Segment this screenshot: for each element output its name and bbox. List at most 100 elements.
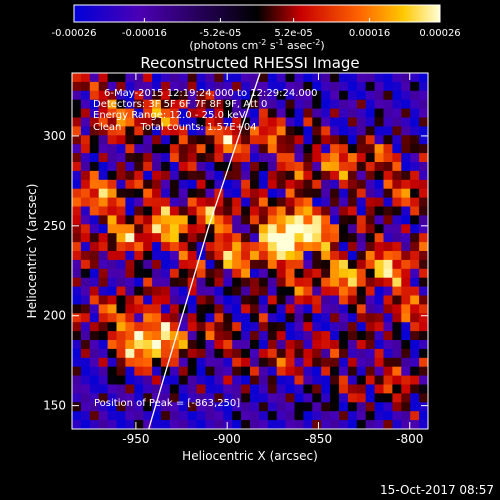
heatmap-cell bbox=[401, 295, 411, 305]
heatmap-cell bbox=[152, 402, 162, 412]
heatmap-cell bbox=[250, 411, 260, 421]
heatmap-cell bbox=[107, 188, 118, 199]
heatmap-cell bbox=[98, 304, 109, 314]
heatmap-cell bbox=[365, 348, 376, 359]
heatmap-cell bbox=[89, 251, 100, 261]
heatmap-cell bbox=[347, 73, 358, 83]
heatmap-cell bbox=[241, 242, 251, 252]
heatmap-cell bbox=[321, 348, 331, 359]
heatmap-cell bbox=[232, 259, 242, 270]
heatmap-cell bbox=[169, 402, 180, 412]
heatmap-cell bbox=[214, 304, 224, 314]
heatmap-cell bbox=[125, 277, 135, 288]
heatmap-cell bbox=[241, 375, 251, 386]
heatmap-cell bbox=[330, 366, 340, 377]
heatmap-cell bbox=[214, 117, 224, 127]
heatmap-cell bbox=[89, 170, 100, 181]
heatmap-cell bbox=[365, 162, 376, 172]
heatmap-cell bbox=[276, 304, 287, 314]
heatmap-cell bbox=[258, 268, 269, 279]
heatmap-cell bbox=[80, 331, 91, 341]
heatmap-cell bbox=[116, 197, 126, 208]
heatmap-cell bbox=[383, 313, 393, 323]
heatmap-cell bbox=[276, 73, 287, 83]
heatmap-cell bbox=[294, 135, 304, 145]
heatmap-cell bbox=[196, 313, 207, 323]
heatmap-cell bbox=[178, 384, 189, 394]
heatmap-cell bbox=[339, 179, 349, 190]
heatmap-cell bbox=[161, 411, 171, 421]
heatmap-cell bbox=[383, 153, 393, 163]
heatmap-cell bbox=[276, 197, 287, 208]
heatmap-cell bbox=[169, 99, 180, 110]
heatmap-cell bbox=[374, 108, 385, 119]
heatmap-cell bbox=[98, 420, 109, 429]
heatmap-cell bbox=[134, 126, 144, 136]
heatmap-cell bbox=[89, 188, 100, 199]
heatmap-cell bbox=[98, 348, 109, 359]
heatmap-cell bbox=[214, 197, 224, 208]
heatmap-cell bbox=[321, 340, 331, 350]
heatmap-cell bbox=[303, 268, 313, 279]
heatmap-cell bbox=[232, 99, 242, 110]
heatmap-cell bbox=[152, 348, 162, 359]
heatmap-cell bbox=[187, 313, 198, 323]
heatmap-cell bbox=[205, 162, 215, 172]
heatmap-cell bbox=[419, 117, 428, 127]
heatmap-cell bbox=[116, 242, 126, 252]
heatmap-cell bbox=[339, 277, 349, 288]
heatmap-cell bbox=[196, 224, 207, 234]
heatmap-cell bbox=[187, 81, 198, 92]
heatmap-cell bbox=[267, 375, 278, 386]
heatmap-cell bbox=[116, 304, 126, 314]
heatmap-cell bbox=[303, 144, 313, 154]
heatmap-cell bbox=[321, 402, 331, 412]
heatmap-cell bbox=[89, 108, 100, 119]
heatmap-cell bbox=[410, 277, 420, 288]
heatmap-cell bbox=[125, 179, 135, 190]
heatmap-cell bbox=[152, 366, 162, 377]
heatmap-cell bbox=[285, 331, 296, 341]
heatmap-cell bbox=[107, 340, 118, 350]
heatmap-cell bbox=[267, 90, 278, 101]
heatmap-cell bbox=[152, 268, 162, 279]
heatmap-cell bbox=[143, 224, 153, 234]
heatmap-cell bbox=[178, 197, 189, 208]
heatmap-cell bbox=[107, 117, 118, 127]
heatmap-cell bbox=[312, 117, 322, 127]
heatmap-cell bbox=[401, 90, 411, 101]
heatmap-cell bbox=[178, 135, 189, 145]
heatmap-cell bbox=[80, 135, 91, 145]
heatmap-cell bbox=[339, 313, 349, 323]
heatmap-cell bbox=[205, 286, 215, 297]
heatmap-cell bbox=[250, 224, 260, 234]
heatmap-cell bbox=[161, 402, 171, 412]
heatmap-cell bbox=[383, 277, 393, 288]
heatmap-cell bbox=[223, 90, 233, 101]
heatmap-cell bbox=[134, 393, 144, 403]
heatmap-cell bbox=[374, 384, 385, 394]
heatmap-cell bbox=[347, 90, 358, 101]
heatmap-cell bbox=[241, 233, 251, 243]
heatmap-cell bbox=[125, 420, 135, 429]
heatmap-cell bbox=[356, 162, 367, 172]
heatmap-cell bbox=[214, 215, 224, 225]
heatmap-cell bbox=[410, 393, 420, 403]
heatmap-cell bbox=[80, 162, 91, 172]
heatmap-cell bbox=[125, 286, 135, 297]
heatmap-cell bbox=[187, 259, 198, 270]
heatmap-cell bbox=[330, 322, 340, 332]
heatmap-cell bbox=[152, 340, 162, 350]
heatmap-cell bbox=[303, 348, 313, 359]
heatmap-cell bbox=[383, 215, 393, 225]
heatmap-cell bbox=[392, 313, 402, 323]
heatmap-cell bbox=[178, 179, 189, 190]
heatmap-cell bbox=[107, 215, 118, 225]
heatmap-cell bbox=[250, 162, 260, 172]
heatmap-cell bbox=[116, 170, 126, 181]
heatmap-cell bbox=[98, 340, 109, 350]
heatmap-cell bbox=[258, 224, 269, 234]
heatmap-cell bbox=[285, 188, 296, 199]
heatmap-cell bbox=[178, 73, 189, 83]
heatmap-cell bbox=[214, 259, 224, 270]
